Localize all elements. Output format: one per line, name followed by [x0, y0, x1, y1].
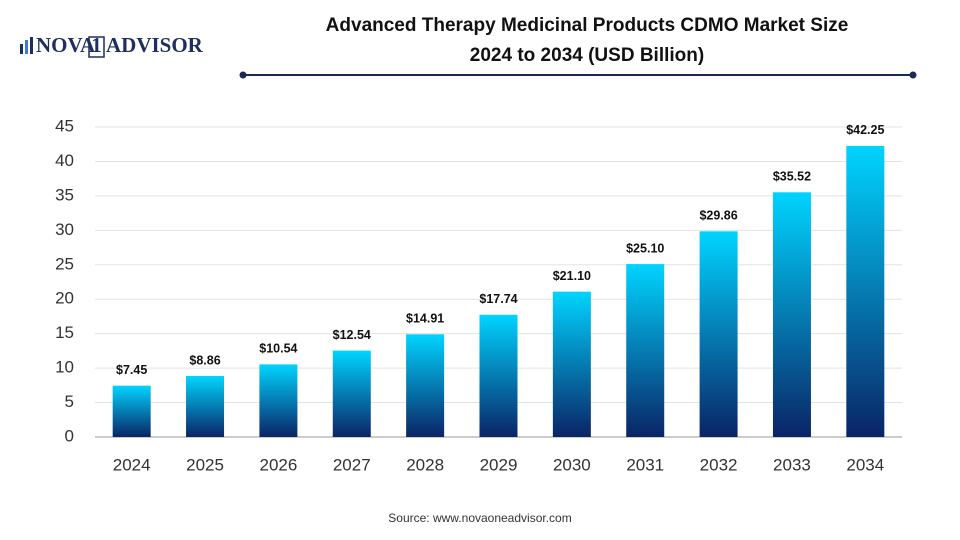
x-tick-label: 2034: [846, 455, 884, 474]
source: Source: www.novaoneadvisor.com: [388, 511, 571, 525]
x-tick-label: 2026: [259, 455, 297, 474]
y-tick-label: 0: [65, 426, 74, 445]
y-tick-label: 35: [55, 185, 74, 204]
bar: [186, 375, 225, 437]
bar: [626, 264, 665, 437]
bar: [772, 192, 811, 437]
value-label: $14.91: [406, 312, 444, 326]
value-label: $12.54: [333, 328, 371, 342]
bar: [406, 334, 445, 437]
chart-title: Advanced Therapy Medicinal Products CDMO…: [326, 15, 849, 36]
value-label: $10.54: [259, 342, 297, 356]
y-tick-label: 5: [65, 392, 74, 411]
value-label: $29.86: [699, 209, 737, 223]
x-tick-label: 2029: [480, 455, 518, 474]
y-tick-label: 45: [55, 116, 74, 135]
bar: [112, 385, 151, 437]
y-tick-label: 10: [55, 358, 74, 377]
bar: [259, 364, 298, 437]
bar: [699, 231, 738, 437]
x-tick-label: 2027: [333, 455, 371, 474]
rule-dot: [909, 71, 917, 79]
x-tick-label: 2032: [700, 455, 738, 474]
logo-advisor: ADVISOR: [106, 33, 204, 57]
logo-nova: NOVA: [36, 33, 96, 57]
value-label: $7.45: [116, 363, 147, 377]
bar: [846, 145, 885, 437]
x-tick-label: 2030: [553, 455, 591, 474]
logo-one: 1: [91, 33, 102, 57]
y-tick-label: 25: [55, 254, 74, 273]
value-label: $42.25: [846, 123, 884, 137]
y-tick-label: 15: [55, 323, 74, 342]
bar: [552, 291, 591, 437]
x-tick-label: 2033: [773, 455, 811, 474]
x-tick-label: 2028: [406, 455, 444, 474]
y-tick-label: 30: [55, 220, 74, 239]
value-label: $25.10: [626, 241, 664, 255]
x-tick-label: 2031: [626, 455, 664, 474]
value-label: $21.10: [553, 269, 591, 283]
x-tick-label: 2025: [186, 455, 224, 474]
bar: [332, 350, 371, 437]
chart-subtitle: 2024 to 2034 (USD Billion): [470, 45, 704, 66]
y-tick-label: 20: [55, 289, 74, 308]
value-label: $17.74: [479, 292, 517, 306]
x-tick-label: 2024: [113, 455, 151, 474]
logo: NOVA 1 ADVISOR: [20, 33, 204, 58]
y-tick-label: 40: [55, 151, 74, 170]
value-label: $8.86: [189, 353, 220, 367]
value-label: $35.52: [773, 170, 811, 184]
bar: [479, 314, 518, 437]
rule-dot: [239, 71, 247, 79]
